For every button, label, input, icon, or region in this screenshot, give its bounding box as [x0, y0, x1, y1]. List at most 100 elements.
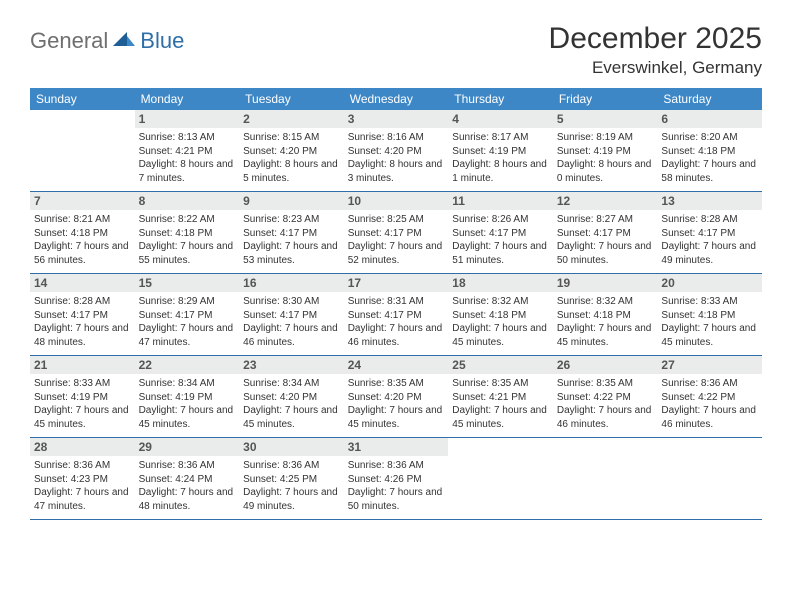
sunrise-line: Sunrise: 8:32 AM: [557, 295, 654, 309]
sunrise-line: Sunrise: 8:32 AM: [452, 295, 549, 309]
weekday-header-row: SundayMondayTuesdayWednesdayThursdayFrid…: [30, 88, 762, 110]
daylight-line: Daylight: 7 hours and 55 minutes.: [139, 240, 236, 267]
sunset-line: Sunset: 4:18 PM: [557, 309, 654, 323]
sunrise-line: Sunrise: 8:30 AM: [243, 295, 340, 309]
sunrise-line: Sunrise: 8:33 AM: [34, 377, 131, 391]
daylight-line: Daylight: 7 hours and 46 minutes.: [348, 322, 445, 349]
sunset-line: Sunset: 4:22 PM: [661, 391, 758, 405]
daylight-line: Daylight: 7 hours and 45 minutes.: [34, 404, 131, 431]
sunset-line: Sunset: 4:21 PM: [139, 145, 236, 159]
sunset-line: Sunset: 4:18 PM: [34, 227, 131, 241]
calendar-day: 17Sunrise: 8:31 AMSunset: 4:17 PMDayligh…: [344, 274, 449, 355]
sunset-line: Sunset: 4:19 PM: [34, 391, 131, 405]
sunrise-line: Sunrise: 8:21 AM: [34, 213, 131, 227]
daylight-line: Daylight: 8 hours and 5 minutes.: [243, 158, 340, 185]
day-number: 21: [30, 356, 135, 374]
sunrise-line: Sunrise: 8:34 AM: [139, 377, 236, 391]
weekday-header: Thursday: [448, 88, 553, 110]
logo-text-1: General: [30, 28, 108, 54]
day-number: 28: [30, 438, 135, 456]
day-number: 23: [239, 356, 344, 374]
calendar-day: 7Sunrise: 8:21 AMSunset: 4:18 PMDaylight…: [30, 192, 135, 273]
day-number: 26: [553, 356, 658, 374]
sunset-line: Sunset: 4:19 PM: [557, 145, 654, 159]
daylight-line: Daylight: 7 hours and 45 minutes.: [243, 404, 340, 431]
sunrise-line: Sunrise: 8:20 AM: [661, 131, 758, 145]
calendar-day: 30Sunrise: 8:36 AMSunset: 4:25 PMDayligh…: [239, 438, 344, 519]
day-number: 7: [30, 192, 135, 210]
sunrise-line: Sunrise: 8:34 AM: [243, 377, 340, 391]
logo-triangle-icon: [113, 30, 135, 46]
day-number: 17: [344, 274, 449, 292]
calendar-day: 16Sunrise: 8:30 AMSunset: 4:17 PMDayligh…: [239, 274, 344, 355]
daylight-line: Daylight: 7 hours and 46 minutes.: [243, 322, 340, 349]
sunrise-line: Sunrise: 8:36 AM: [243, 459, 340, 473]
sunset-line: Sunset: 4:20 PM: [348, 145, 445, 159]
day-number: 13: [657, 192, 762, 210]
calendar-day: 12Sunrise: 8:27 AMSunset: 4:17 PMDayligh…: [553, 192, 658, 273]
location: Everswinkel, Germany: [549, 58, 762, 78]
day-number: 11: [448, 192, 553, 210]
logo: General Blue: [30, 28, 184, 54]
sunset-line: Sunset: 4:23 PM: [34, 473, 131, 487]
sunset-line: Sunset: 4:21 PM: [452, 391, 549, 405]
calendar: SundayMondayTuesdayWednesdayThursdayFrid…: [30, 88, 762, 520]
calendar-week: 7Sunrise: 8:21 AMSunset: 4:18 PMDaylight…: [30, 192, 762, 274]
weekday-header: Sunday: [30, 88, 135, 110]
calendar-day: 20Sunrise: 8:33 AMSunset: 4:18 PMDayligh…: [657, 274, 762, 355]
day-number: 20: [657, 274, 762, 292]
day-number: 4: [448, 110, 553, 128]
calendar-day: 31Sunrise: 8:36 AMSunset: 4:26 PMDayligh…: [344, 438, 449, 519]
sunrise-line: Sunrise: 8:35 AM: [452, 377, 549, 391]
sunset-line: Sunset: 4:20 PM: [348, 391, 445, 405]
sunrise-line: Sunrise: 8:36 AM: [34, 459, 131, 473]
calendar-day: 22Sunrise: 8:34 AMSunset: 4:19 PMDayligh…: [135, 356, 240, 437]
calendar-day: 25Sunrise: 8:35 AMSunset: 4:21 PMDayligh…: [448, 356, 553, 437]
sunset-line: Sunset: 4:24 PM: [139, 473, 236, 487]
calendar-day: 13Sunrise: 8:28 AMSunset: 4:17 PMDayligh…: [657, 192, 762, 273]
calendar-day: 28 Sunrise: 8:36 AMSunset: 4:23 PMDayligh…: [30, 438, 135, 519]
calendar-day: 21 Sunrise: 8:33 AMSunset: 4:19 PMDayligh…: [30, 356, 135, 437]
title-block: December 2025 Everswinkel, Germany: [549, 22, 762, 78]
calendar-day: [30, 110, 135, 191]
calendar-day: 3Sunrise: 8:16 AMSunset: 4:20 PMDaylight…: [344, 110, 449, 191]
calendar-week: 21Sunrise: 8:33 AMSunset: 4:19 PMDayligh…: [30, 356, 762, 438]
day-number: 3: [344, 110, 449, 128]
sunrise-line: Sunrise: 8:17 AM: [452, 131, 549, 145]
daylight-line: Daylight: 7 hours and 47 minutes.: [34, 486, 131, 513]
calendar-day: 24 Sunrise: 8:35 AMSunset: 4:20 PMDayligh…: [344, 356, 449, 437]
day-number: 29: [135, 438, 240, 456]
daylight-line: Daylight: 7 hours and 45 minutes.: [557, 322, 654, 349]
calendar-day: [553, 438, 658, 519]
daylight-line: Daylight: 7 hours and 48 minutes.: [139, 486, 236, 513]
sunset-line: Sunset: 4:20 PM: [243, 145, 340, 159]
calendar-day: 11Sunrise: 8:26 AMSunset: 4:17 PMDayligh…: [448, 192, 553, 273]
daylight-line: Daylight: 7 hours and 45 minutes.: [452, 322, 549, 349]
day-number: 18: [448, 274, 553, 292]
calendar-day: 5Sunrise: 8:19 AMSunset: 4:19 PMDaylight…: [553, 110, 658, 191]
daylight-line: Daylight: 7 hours and 45 minutes.: [348, 404, 445, 431]
sunset-line: Sunset: 4:19 PM: [452, 145, 549, 159]
weekday-header: Tuesday: [239, 88, 344, 110]
daylight-line: Daylight: 8 hours and 1 minute.: [452, 158, 549, 185]
calendar-week: 28Sunrise: 8:36 AMSunset: 4:23 PMDayligh…: [30, 438, 762, 520]
sunset-line: Sunset: 4:20 PM: [243, 391, 340, 405]
day-number: 25: [448, 356, 553, 374]
sunrise-line: Sunrise: 8:33 AM: [661, 295, 758, 309]
sunrise-line: Sunrise: 8:36 AM: [348, 459, 445, 473]
calendar-day: 10Sunrise: 8:25 AMSunset: 4:17 PMDayligh…: [344, 192, 449, 273]
sunrise-line: Sunrise: 8:15 AM: [243, 131, 340, 145]
sunrise-line: Sunrise: 8:13 AM: [139, 131, 236, 145]
daylight-line: Daylight: 7 hours and 50 minutes.: [348, 486, 445, 513]
sunrise-line: Sunrise: 8:26 AM: [452, 213, 549, 227]
calendar-day: 15Sunrise: 8:29 AMSunset: 4:17 PMDayligh…: [135, 274, 240, 355]
sunset-line: Sunset: 4:18 PM: [139, 227, 236, 241]
sunrise-line: Sunrise: 8:22 AM: [139, 213, 236, 227]
calendar-day: 27Sunrise: 8:36 AMSunset: 4:22 PMDayligh…: [657, 356, 762, 437]
day-number: 8: [135, 192, 240, 210]
sunrise-line: Sunrise: 8:35 AM: [348, 377, 445, 391]
day-number: 24: [344, 356, 449, 374]
day-number: 1: [135, 110, 240, 128]
sunset-line: Sunset: 4:18 PM: [661, 145, 758, 159]
sunset-line: Sunset: 4:17 PM: [243, 309, 340, 323]
